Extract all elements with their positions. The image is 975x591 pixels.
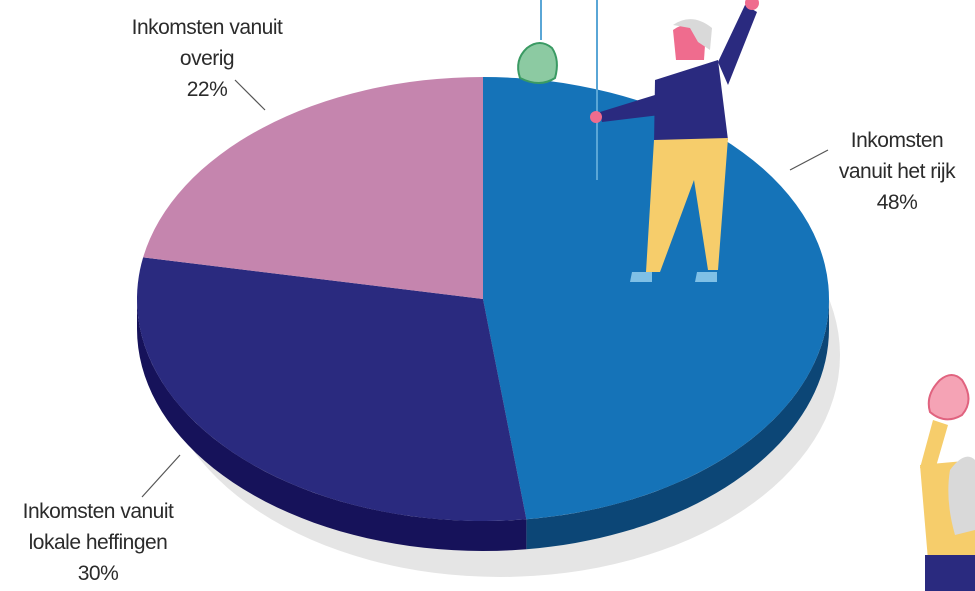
slice-name: Inkomsten vanuit het rijk bbox=[838, 129, 956, 183]
illustration-man bbox=[517, 0, 759, 282]
slice-label: Inkomsten vanuit lokale heffingen 30% bbox=[0, 496, 196, 589]
leader-lines bbox=[141, 79, 829, 498]
slice bbox=[483, 77, 830, 520]
slice-label: Inkomsten vanuit het rijk 48% bbox=[822, 125, 972, 218]
slice bbox=[137, 257, 527, 521]
slice bbox=[143, 77, 484, 299]
slice-side bbox=[137, 299, 527, 551]
slice-side bbox=[526, 299, 829, 550]
leader-line bbox=[789, 149, 829, 171]
leader-line bbox=[234, 79, 266, 111]
illustration-woman bbox=[920, 374, 975, 591]
slice-name: Inkomsten vanuit lokale heffingen bbox=[22, 500, 174, 554]
slice-name: Inkomsten vanuit overig bbox=[131, 16, 283, 70]
slice-value: 30% bbox=[77, 562, 119, 585]
slice-label: Inkomsten vanuit overig 22% bbox=[128, 12, 286, 105]
pie bbox=[137, 77, 830, 551]
leader-line bbox=[141, 454, 181, 498]
slice-value: 22% bbox=[186, 78, 228, 101]
slice-value: 48% bbox=[876, 191, 918, 214]
